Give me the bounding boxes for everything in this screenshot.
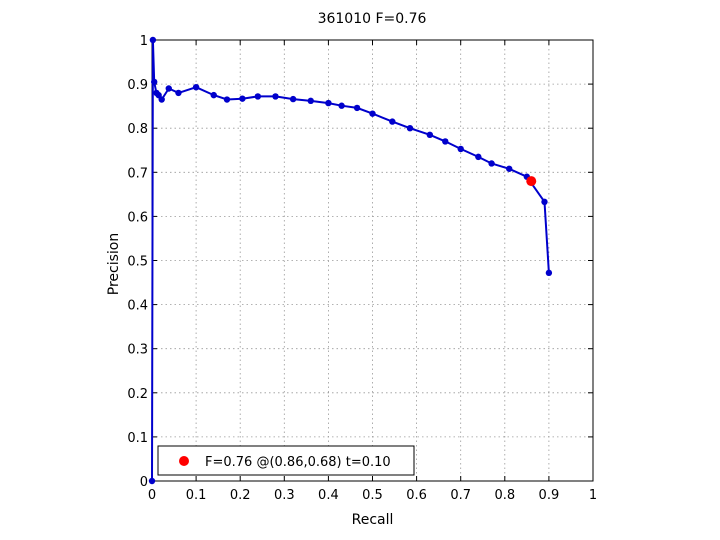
- pr-curve-point: [272, 93, 279, 100]
- x-tick-label: 0.2: [230, 488, 251, 503]
- y-tick-label: 0.6: [127, 210, 148, 225]
- pr-curve-point: [369, 110, 376, 117]
- pr-curve-point: [406, 125, 414, 132]
- pr-curve-point: [442, 138, 449, 145]
- legend-marker-best-point: [179, 456, 189, 466]
- axis-ticks: 0 0.1 0.2 0.3 0.4 0.5 0.6 0.7 0.8 0.9 1 0 0.1 0.2 0.3 0…: [127, 34, 597, 503]
- pr-curve-point: [426, 131, 434, 139]
- x-tick-label: 0.6: [406, 488, 427, 503]
- x-tick-label: 0: [148, 488, 156, 503]
- pr-curve-point: [338, 102, 345, 109]
- pr-curve-point: [475, 153, 482, 161]
- pr-curve-point: [148, 477, 156, 485]
- legend-box: [157, 445, 415, 476]
- y-tick-label: 0.1: [127, 431, 148, 446]
- x-tick-label: 0.3: [274, 488, 295, 503]
- y-tick-label: 0.8: [127, 122, 148, 137]
- x-tick-label: 0.1: [186, 488, 207, 503]
- y-tick-label: 0.9: [127, 78, 148, 93]
- y-tick-label: 0.2: [127, 387, 148, 402]
- x-axis-label: Recall: [352, 512, 394, 528]
- pr-curve-point: [151, 78, 158, 86]
- y-tick-label: 1: [140, 34, 148, 49]
- pr-curve-point: [149, 36, 157, 44]
- pr-curve-point: [254, 93, 262, 100]
- pr-curve-point: [192, 83, 200, 91]
- grid-lines: [152, 40, 593, 481]
- y-tick-label: 0: [140, 475, 148, 490]
- pr-curve-point: [488, 160, 495, 167]
- pr-curve-point: [389, 118, 396, 125]
- x-tick-label: 0.8: [494, 488, 515, 503]
- pr-curve-point: [158, 96, 165, 103]
- pr-curve-point: [307, 97, 314, 105]
- best-f-point: [526, 176, 537, 187]
- y-tick-label: 0.3: [127, 343, 148, 358]
- x-tick-label: 0.7: [450, 488, 471, 503]
- legend: F=0.76 @(0.86,0.68) t=0.10: [157, 445, 415, 476]
- y-tick-label: 0.7: [127, 166, 148, 181]
- pr-curve-point: [545, 269, 553, 277]
- pr-curve-point: [289, 95, 297, 103]
- pr-curve-point: [210, 91, 217, 99]
- x-tick-label: 0.4: [318, 488, 339, 503]
- y-tick-label: 0.5: [127, 255, 148, 270]
- pr-curve-point: [457, 145, 464, 153]
- pr-curve-point: [239, 95, 246, 102]
- best-f-point-group: [526, 176, 537, 187]
- y-tick-label: 0.4: [127, 299, 148, 314]
- pr-curve-point: [165, 85, 172, 92]
- y-axis-label: Precision: [106, 233, 122, 295]
- pr-curve-point: [325, 99, 332, 107]
- pr-curve-point: [541, 198, 548, 206]
- pr-curve-point: [175, 89, 182, 97]
- legend-entry-label: F=0.76 @(0.86,0.68) t=0.10: [205, 455, 391, 470]
- x-tick-label: 0.9: [539, 488, 560, 503]
- chart-title: 361010 F=0.76: [318, 11, 427, 27]
- pr-curve-point: [506, 165, 513, 172]
- x-tick-label: 1: [589, 488, 597, 503]
- pr-curve-point: [223, 96, 231, 103]
- x-tick-label: 0.5: [362, 488, 383, 503]
- pr-curve-point: [353, 104, 361, 112]
